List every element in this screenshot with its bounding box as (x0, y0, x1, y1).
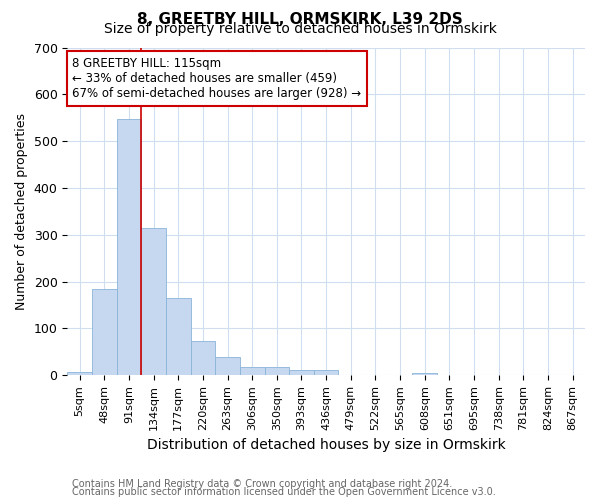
Bar (67, 372, 92, 376)
Bar (412, 374, 437, 376)
Bar (289, 370, 314, 376)
Text: 8, GREETBY HILL, ORMSKIRK, L39 2DS: 8, GREETBY HILL, ORMSKIRK, L39 2DS (137, 12, 463, 26)
Bar (265, 367, 289, 376)
Text: Contains HM Land Registry data © Crown copyright and database right 2024.: Contains HM Land Registry data © Crown c… (72, 479, 452, 489)
Text: Size of property relative to detached houses in Ormskirk: Size of property relative to detached ho… (104, 22, 496, 36)
Bar (314, 370, 338, 376)
X-axis label: Distribution of detached houses by size in Ormskirk: Distribution of detached houses by size … (147, 438, 506, 452)
Text: 8 GREETBY HILL: 115sqm
← 33% of detached houses are smaller (459)
67% of semi-de: 8 GREETBY HILL: 115sqm ← 33% of detached… (73, 58, 362, 100)
Bar (166, 298, 191, 376)
Bar (116, 118, 141, 376)
Bar (240, 367, 265, 376)
Bar (215, 356, 240, 376)
Text: Contains public sector information licensed under the Open Government Licence v3: Contains public sector information licen… (72, 487, 496, 497)
Bar (141, 228, 166, 376)
Y-axis label: Number of detached properties: Number of detached properties (15, 113, 28, 310)
Bar (92, 288, 116, 376)
Bar (191, 341, 215, 376)
